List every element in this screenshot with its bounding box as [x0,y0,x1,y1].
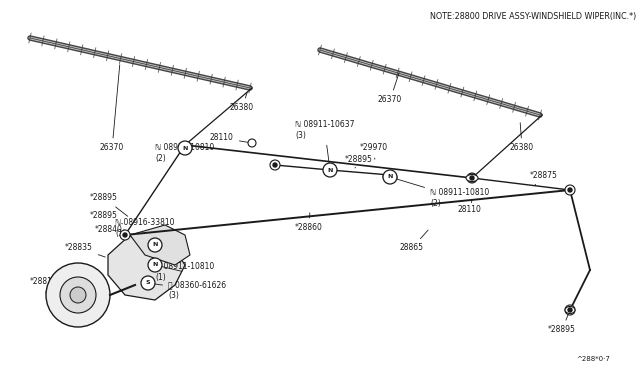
Circle shape [46,263,110,327]
Circle shape [470,176,474,180]
Text: *29970: *29970 [360,144,388,159]
Text: S: S [146,280,150,285]
Text: *28810: *28810 [30,278,58,293]
Polygon shape [108,235,185,300]
Text: N: N [327,167,333,173]
Text: 28110: 28110 [458,200,482,215]
Text: N: N [387,174,393,180]
Circle shape [70,287,86,303]
Circle shape [270,160,280,170]
Polygon shape [130,225,190,265]
Text: 28865: 28865 [400,230,428,253]
Ellipse shape [466,174,478,182]
Circle shape [123,233,127,237]
Circle shape [141,276,155,290]
Circle shape [120,230,130,240]
Text: ℕ 08911-10810
(2): ℕ 08911-10810 (2) [393,178,489,208]
Text: *28895: *28895 [548,312,576,334]
Circle shape [565,305,575,315]
Circle shape [383,170,397,184]
Circle shape [568,188,572,192]
Circle shape [178,141,192,155]
Circle shape [468,174,476,182]
Circle shape [60,277,96,313]
Circle shape [565,185,575,195]
Ellipse shape [383,173,397,181]
Text: 26370: 26370 [100,65,124,153]
Text: Ⓢ 08360-61626
(3): Ⓢ 08360-61626 (3) [151,280,226,300]
Text: N: N [152,243,157,247]
Text: ^288*0·7: ^288*0·7 [576,356,610,362]
Text: *28895: *28895 [345,155,373,168]
Circle shape [148,258,162,272]
Circle shape [568,308,572,312]
Text: *28875: *28875 [530,170,558,185]
Circle shape [273,163,277,167]
Text: *28860: *28860 [295,213,323,232]
Text: ℕ 08911-10810
(2): ℕ 08911-10810 (2) [155,143,214,163]
Circle shape [148,238,162,252]
Circle shape [323,163,337,177]
Text: *28895: *28895 [90,193,128,216]
Text: *28835: *28835 [65,244,106,257]
Text: ℕ 08911-10810
(1): ℕ 08911-10810 (1) [155,262,214,282]
Circle shape [467,173,477,183]
Text: 26370: 26370 [378,73,403,105]
Text: 26380: 26380 [230,93,254,112]
Text: N: N [152,263,157,267]
Circle shape [248,139,256,147]
Text: *28840: *28840 [95,225,132,237]
Text: ℕ 08916-33810
(1): ℕ 08916-33810 (1) [115,218,175,245]
Text: NOTE:28800 DRIVE ASSY-WINDSHIELD WIPER(INC.*): NOTE:28800 DRIVE ASSY-WINDSHIELD WIPER(I… [430,12,636,21]
Text: 28110: 28110 [210,134,249,142]
Text: 26380: 26380 [510,123,534,153]
Text: N: N [182,145,188,151]
Ellipse shape [565,307,575,314]
Text: *28895: *28895 [90,211,122,224]
Text: ℕ 08911-10637
(3): ℕ 08911-10637 (3) [295,120,355,167]
